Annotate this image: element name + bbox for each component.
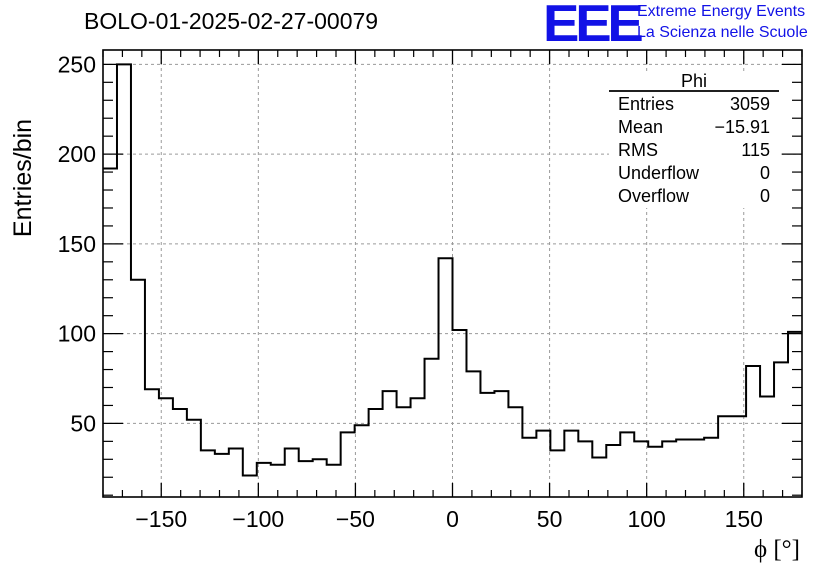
- y-tick-label: 100: [58, 321, 96, 347]
- x-tick-label: 150: [725, 506, 763, 532]
- stats-title: Phi: [681, 71, 707, 91]
- y-tick-label: 150: [58, 231, 96, 257]
- stats-row-label: RMS: [618, 140, 658, 160]
- eee-logo: EEE: [543, 0, 644, 53]
- stats-row-value: 3059: [730, 94, 770, 114]
- stats-row-value: 0: [760, 163, 770, 183]
- x-tick-label: 100: [627, 506, 665, 532]
- stats-box: Phi Entries 3059 Mean −15.91 RMS 115 Underflow…: [609, 71, 779, 208]
- stats-rows: Entries 3059 Mean −15.91 RMS 115 Underflow 0 Ove…: [618, 94, 770, 206]
- y-axis-label: Entries/bin: [9, 119, 37, 237]
- axis-ticks: [102, 50, 803, 497]
- stats-row-label: Underflow: [618, 163, 700, 183]
- plot-frame: [102, 49, 803, 498]
- x-axis-label: ϕ [°]: [754, 536, 800, 563]
- x-tick-label: −50: [336, 506, 375, 532]
- stats-row-value: −15.91: [714, 117, 770, 137]
- chart-title: BOLO-01-2025-02-27-00079: [84, 8, 379, 34]
- stats-row-value: 115: [741, 140, 770, 160]
- tick-labels: −150 −100 −50 0 50 100 150 50 100 150 200 250: [58, 51, 763, 532]
- y-tick-label: 50: [70, 410, 96, 436]
- stats-row-label: Entries: [618, 94, 674, 114]
- x-tick-label: −100: [232, 506, 284, 532]
- stats-row-label: Overflow: [618, 186, 690, 206]
- stats-box-background: [609, 72, 779, 208]
- logo-text-line1: Extreme Energy Events: [637, 3, 806, 20]
- stats-row-label: Mean: [618, 117, 663, 137]
- y-tick-label: 250: [58, 51, 96, 77]
- y-tick-label: 200: [58, 141, 96, 167]
- logo-text-line2: La Scienza nelle Scuole: [637, 24, 808, 41]
- x-tick-label: −150: [135, 506, 187, 532]
- stats-row-value: 0: [760, 186, 770, 206]
- x-tick-label: 50: [537, 506, 563, 532]
- x-tick-label: 0: [446, 506, 459, 532]
- histogram-outline: [103, 63, 802, 477]
